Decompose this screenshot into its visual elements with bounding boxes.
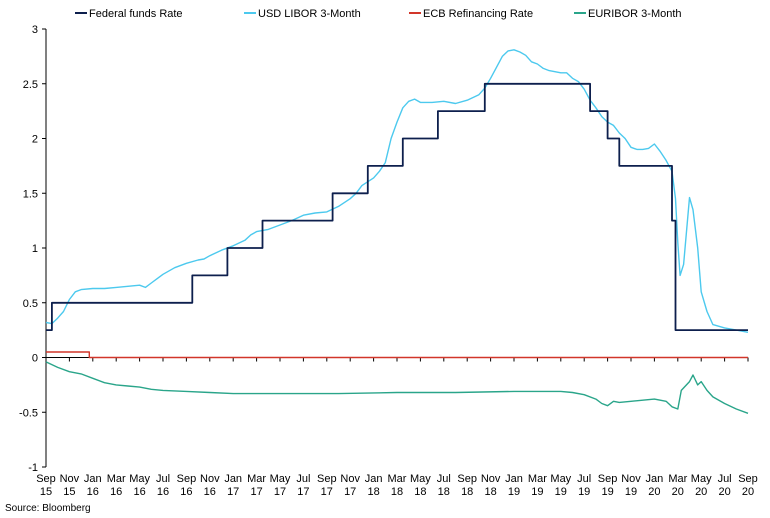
x-tick-label-month: Nov — [340, 473, 360, 485]
series-line-euribor-3-month — [45, 361, 749, 414]
x-tick-label-year: 17 — [297, 486, 309, 498]
series-layer — [45, 49, 749, 414]
x-tick-label-year: 15 — [40, 486, 52, 498]
x-tick-label-month: May — [270, 473, 291, 485]
x-tick-label-year: 20 — [742, 486, 754, 498]
x-tick-label-month: Jan — [505, 473, 523, 485]
x-tick-label-year: 18 — [461, 486, 473, 498]
x-tick-label-month: Sep — [738, 473, 758, 485]
x-tick-label-month: Mar — [388, 473, 407, 485]
x-tick-label-year: 16 — [204, 486, 216, 498]
source-note: Source: Bloomberg — [5, 503, 91, 514]
x-tick-label-year: 19 — [601, 486, 613, 498]
x-tick-label-year: 19 — [578, 486, 590, 498]
legend-label: EURIBOR 3-Month — [588, 8, 682, 20]
x-tick-label-year: 20 — [718, 486, 730, 498]
x-tick-label-month: Jul — [156, 473, 170, 485]
legend-label: Federal funds Rate — [89, 8, 183, 20]
y-tick-label: -0.5 — [19, 407, 38, 419]
x-tick-label-year: 18 — [414, 486, 426, 498]
x-tick-label-month: Mar — [107, 473, 126, 485]
x-tick-label-year: 16 — [180, 486, 192, 498]
x-tick-label-year: 16 — [110, 486, 122, 498]
y-tick-label: 2 — [32, 134, 38, 146]
x-tick-label-year: 20 — [648, 486, 660, 498]
y-tick-label: 1 — [32, 243, 38, 255]
y-tick-label: -1 — [28, 462, 38, 474]
x-tick-label-month: Nov — [60, 473, 80, 485]
x-tick-label-month: Mar — [668, 473, 687, 485]
x-tick-label-year: 15 — [63, 486, 75, 498]
x-tick-label-month: May — [129, 473, 150, 485]
x-tick-label-month: May — [550, 473, 571, 485]
x-tick-label-year: 16 — [133, 486, 145, 498]
y-tick-label: 2.5 — [23, 79, 38, 91]
x-tick-label-year: 18 — [367, 486, 379, 498]
x-tick-label-year: 17 — [227, 486, 239, 498]
x-tick-label-year: 20 — [672, 486, 684, 498]
x-tick-label-month: Jan — [224, 473, 242, 485]
x-tick-label-month: Nov — [481, 473, 501, 485]
x-tick-label-year: 17 — [321, 486, 333, 498]
x-tick-label-month: Jan — [365, 473, 383, 485]
x-tick-label-year: 18 — [438, 486, 450, 498]
x-tick-label-month: Sep — [177, 473, 197, 485]
x-tick-label-month: Mar — [247, 473, 266, 485]
y-axis: 3 2.5 2 1.5 1 0.5 0 -0.5 -1 — [19, 24, 47, 474]
series-line-ecb-refinancing-rate — [46, 351, 748, 359]
series-line-usd-libor-3-month — [45, 49, 749, 333]
x-axis: Sep15Nov15Jan16Mar16May16Jul16Sep16Nov16… — [36, 357, 758, 498]
x-tick-label-year: 17 — [250, 486, 262, 498]
x-tick-label-year: 17 — [344, 486, 356, 498]
x-tick-label-month: Jan — [84, 473, 102, 485]
y-tick-label: 0 — [32, 353, 38, 365]
x-tick-label-year: 20 — [695, 486, 707, 498]
x-tick-label-year: 18 — [391, 486, 403, 498]
series-line-federal-funds-rate — [46, 82, 748, 331]
legend: Federal funds Rate USD LIBOR 3-Month ECB R… — [75, 8, 682, 20]
x-tick-label-month: Mar — [528, 473, 547, 485]
x-tick-label-year: 19 — [531, 486, 543, 498]
x-tick-label-month: Jul — [718, 473, 732, 485]
x-tick-label-month: Nov — [200, 473, 220, 485]
x-tick-label-month: May — [691, 473, 712, 485]
x-tick-label-year: 18 — [484, 486, 496, 498]
y-tick-label: 0.5 — [23, 298, 38, 310]
x-tick-label-month: Jul — [437, 473, 451, 485]
x-tick-label-year: 16 — [87, 486, 99, 498]
x-tick-label-year: 19 — [555, 486, 567, 498]
x-tick-label-year: 16 — [157, 486, 169, 498]
x-tick-label-month: Jan — [646, 473, 664, 485]
x-tick-label-month: Jul — [577, 473, 591, 485]
legend-label: USD LIBOR 3-Month — [258, 8, 361, 20]
x-tick-label-month: May — [410, 473, 431, 485]
x-tick-label-year: 17 — [274, 486, 286, 498]
x-tick-label-month: Jul — [296, 473, 310, 485]
x-tick-label-year: 19 — [508, 486, 520, 498]
x-tick-label-month: Nov — [621, 473, 641, 485]
x-tick-label-month: Sep — [457, 473, 477, 485]
y-tick-label: 1.5 — [23, 188, 38, 200]
x-tick-label-month: Sep — [36, 473, 56, 485]
y-tick-label: 3 — [32, 24, 38, 36]
legend-label: ECB Refinancing Rate — [423, 8, 533, 20]
x-tick-label-month: Sep — [598, 473, 618, 485]
x-tick-label-month: Sep — [317, 473, 337, 485]
x-tick-label-year: 19 — [625, 486, 637, 498]
